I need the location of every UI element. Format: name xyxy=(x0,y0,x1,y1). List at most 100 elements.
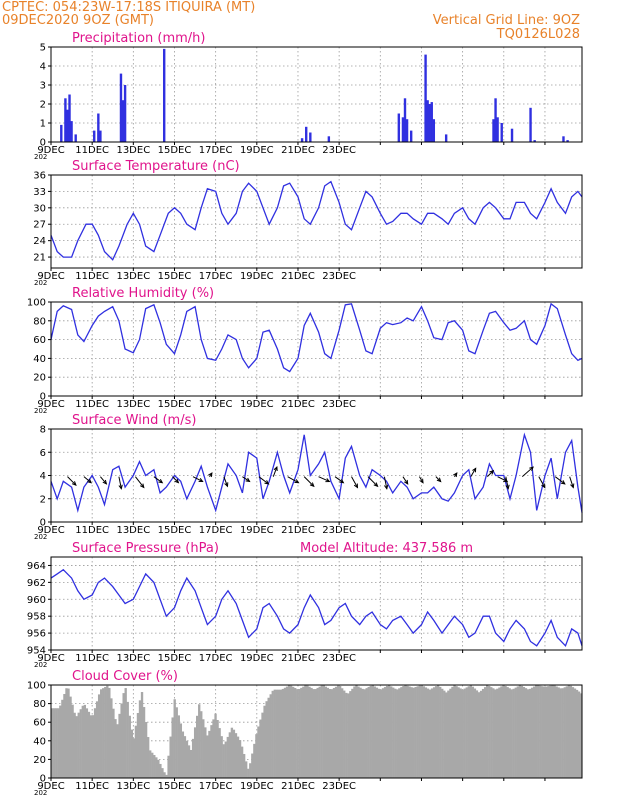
precipitation-bar xyxy=(492,119,495,142)
cloud-fill xyxy=(298,688,301,778)
cloud-fill xyxy=(418,685,421,778)
wind-arrow xyxy=(192,476,203,482)
wind-arrowhead xyxy=(273,466,278,472)
cloud-fill xyxy=(532,686,536,778)
humidity-xtick-label: 23DEC xyxy=(322,399,356,410)
wind-arrow xyxy=(505,476,509,489)
cloud-fill xyxy=(353,686,356,778)
cloud-fill xyxy=(173,699,176,778)
cloud-xtick-label: 15DEC xyxy=(158,781,192,792)
cloud-fill xyxy=(63,694,66,778)
cloud-fill xyxy=(314,689,317,778)
cloud-fill xyxy=(479,690,483,778)
cloud-fill xyxy=(216,720,219,778)
cloud-fill xyxy=(120,703,123,778)
cloud-fill xyxy=(122,693,125,778)
cloud-fill xyxy=(149,750,152,778)
cloud-fill xyxy=(520,685,524,778)
cloud-fill xyxy=(443,690,446,778)
precipitation-bar xyxy=(430,102,433,142)
wind-arrow xyxy=(303,476,315,487)
wind-ytick-label: 4 xyxy=(40,471,46,482)
precipitation-bar xyxy=(93,130,96,142)
cloud-fill xyxy=(483,687,487,778)
wind-arrowhead xyxy=(102,479,108,485)
precipitation-bar xyxy=(496,117,499,142)
cloud-fill xyxy=(210,725,213,778)
cloud-fill xyxy=(408,686,411,778)
cloud-fill xyxy=(73,712,76,778)
cloud-fill xyxy=(196,715,199,778)
precipitation-xtick-label: 17DEC xyxy=(199,145,233,156)
cloud-fill xyxy=(541,686,544,778)
pressure-ytick-label: 954 xyxy=(27,646,46,657)
precipitation-bar xyxy=(444,134,448,142)
precipitation-bar xyxy=(562,136,565,142)
cloud-fill xyxy=(410,687,413,778)
cloud-fill xyxy=(87,711,91,778)
cloud-fill xyxy=(492,688,495,778)
wind-arrowhead xyxy=(245,477,251,483)
cloud-fill xyxy=(136,713,140,778)
temperature-panel: 21 24 27 30 33 36 9DEC 11DEC 13DEC 15DEC 17DEC 19DE… xyxy=(33,159,583,287)
cloud-fill xyxy=(153,755,156,778)
wind-xtick-label: 23DEC xyxy=(322,525,356,536)
precipitation-bar xyxy=(405,119,409,142)
cloud-fill xyxy=(146,737,150,778)
cloud-fill xyxy=(420,685,423,778)
cloud-fill xyxy=(475,690,479,778)
cloud-fill xyxy=(100,689,103,778)
cloud-xtick-label: 13DEC xyxy=(116,781,150,792)
cloud-fill xyxy=(167,755,170,778)
wind-arrow xyxy=(497,476,508,482)
pressure-title: Surface Pressure (hPa) xyxy=(72,541,219,556)
cloud-fill xyxy=(514,687,517,778)
cloud-fill xyxy=(144,722,148,778)
precipitation-bar xyxy=(403,98,407,142)
cloud-fill xyxy=(351,688,354,778)
pressure-xtick-label: 19DEC xyxy=(240,653,274,664)
wind-arrowhead xyxy=(489,469,495,475)
wind-arrowhead xyxy=(71,481,77,486)
cloud-fill xyxy=(545,686,548,778)
cloud-fill xyxy=(481,688,485,778)
precipitation-bar xyxy=(309,132,312,142)
wind-arrowhead xyxy=(541,483,546,489)
cloud-fill xyxy=(183,736,187,778)
cloud-fill xyxy=(445,692,448,778)
cloud-fill xyxy=(567,685,571,778)
temperature-ytick-label: 33 xyxy=(33,187,46,198)
cloud-fill xyxy=(249,763,252,778)
cloud-fill xyxy=(385,685,389,778)
wind-arrowhead xyxy=(505,484,510,490)
cloud-fill xyxy=(97,694,101,778)
cloud-fill xyxy=(577,691,581,778)
cloud-fill xyxy=(106,685,109,778)
wind-arrow xyxy=(100,476,107,485)
precipitation-ytick-label: 2 xyxy=(40,100,46,111)
cloud-fill xyxy=(465,687,468,778)
cloud-fill xyxy=(477,692,481,778)
cloud-fill xyxy=(247,768,250,778)
wind-arrow xyxy=(153,476,163,484)
cloud-fill xyxy=(557,687,560,778)
precipitation-bar xyxy=(99,130,102,142)
precipitation-xtick-label: 23DEC xyxy=(322,145,356,156)
precipitation-bar xyxy=(397,113,401,142)
humidity-ytick-label: 100 xyxy=(27,298,46,309)
wind-arrow xyxy=(334,476,344,484)
temperature-xtick-label: 11DEC xyxy=(75,271,109,282)
cloud-fill xyxy=(518,685,522,778)
cloud-fill xyxy=(265,701,268,778)
cloud-ytick-label: 60 xyxy=(33,718,46,729)
cloud-fill xyxy=(432,687,436,778)
cloud-fill xyxy=(377,688,381,778)
cloud-fill xyxy=(441,688,444,778)
pressure-panel: 954 956 958 960 962 964 9DEC 11DEC 13DEC 15DEC 17D… xyxy=(27,541,583,669)
cloud-fill xyxy=(428,689,432,778)
wind-arrowhead xyxy=(174,478,180,484)
cloud-xtick-label: 23DEC xyxy=(322,781,356,792)
temperature-line xyxy=(50,180,583,261)
precipitation-bar xyxy=(60,124,63,142)
humidity-xtick-label: 13DEC xyxy=(116,399,150,410)
